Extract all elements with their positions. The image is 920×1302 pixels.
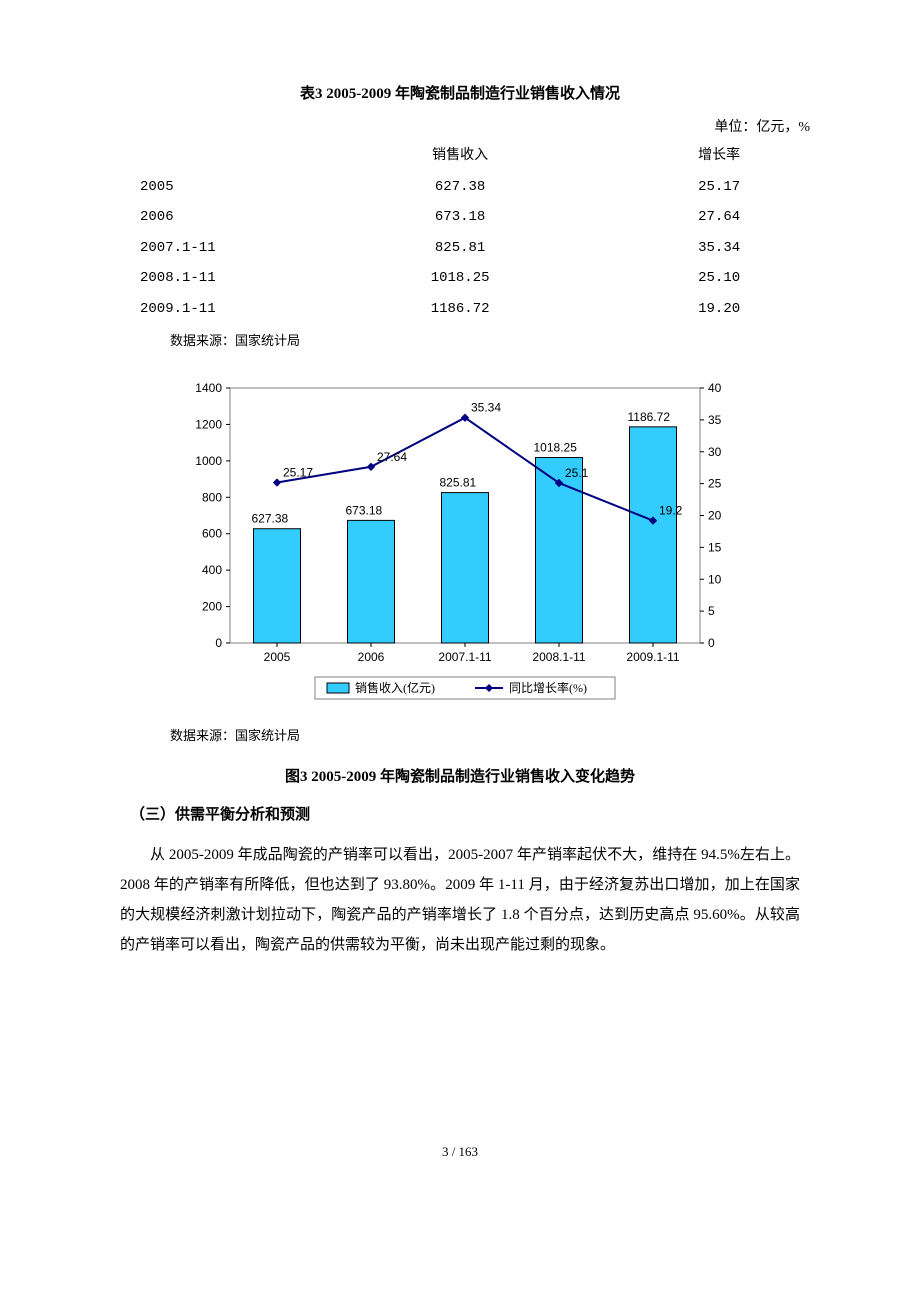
svg-text:627.38: 627.38 <box>252 512 289 526</box>
svg-text:1200: 1200 <box>195 418 222 432</box>
table-cell: 27.64 <box>608 202 830 233</box>
svg-text:35.34: 35.34 <box>471 401 501 415</box>
svg-text:5: 5 <box>708 604 715 618</box>
svg-text:30: 30 <box>708 445 722 459</box>
table-cell: 1186.72 <box>312 294 608 325</box>
chart-source: 数据来源：国家统计局 <box>170 724 830 749</box>
svg-text:2007.1-11: 2007.1-11 <box>438 650 491 664</box>
table-cell: 673.18 <box>312 202 608 233</box>
table-cell: 19.20 <box>608 294 830 325</box>
table-cell: 627.38 <box>312 172 608 203</box>
svg-text:19.2: 19.2 <box>659 504 683 518</box>
svg-text:1400: 1400 <box>195 381 222 395</box>
table-source: 数据来源：国家统计局 <box>170 329 830 354</box>
page-number: 3 / 163 <box>90 1140 830 1165</box>
svg-text:2005: 2005 <box>264 650 291 664</box>
svg-text:27.64: 27.64 <box>377 450 407 464</box>
svg-text:35: 35 <box>708 413 722 427</box>
section-heading: （三）供需平衡分析和预测 <box>130 801 830 830</box>
table-unit: 单位：亿元，% <box>90 115 830 142</box>
table-row: 2005627.3825.17 <box>90 172 830 203</box>
svg-text:同比增长率(%): 同比增长率(%) <box>509 680 587 695</box>
table-row: 2007.1-11825.8135.34 <box>90 233 830 264</box>
svg-text:25.1: 25.1 <box>565 466 589 480</box>
figure-title: 图3 2005-2009 年陶瓷制品制造行业销售收入变化趋势 <box>90 763 830 792</box>
table-cell: 35.34 <box>608 233 830 264</box>
svg-text:25.17: 25.17 <box>283 466 313 480</box>
table-cell: 25.10 <box>608 263 830 294</box>
table-cell: 2005 <box>90 172 312 203</box>
table-cell: 25.17 <box>608 172 830 203</box>
sales-table: 销售收入 增长率 2005627.3825.172006673.1827.642… <box>90 141 830 325</box>
svg-text:1000: 1000 <box>195 454 222 468</box>
table-cell: 2008.1-11 <box>90 263 312 294</box>
table-row: 2006673.1827.64 <box>90 202 830 233</box>
svg-text:2009.1-11: 2009.1-11 <box>626 650 679 664</box>
table-row: 2008.1-111018.2525.10 <box>90 263 830 294</box>
table-cell: 2009.1-11 <box>90 294 312 325</box>
table-cell: 1018.25 <box>312 263 608 294</box>
table-cell: 825.81 <box>312 233 608 264</box>
svg-text:825.81: 825.81 <box>440 476 477 490</box>
sales-chart: 0 200 400 600 800 1000 1200 1400 0 5 10 15 20 25 30 35 4… <box>180 373 740 714</box>
svg-text:2008.1-11: 2008.1-11 <box>532 650 585 664</box>
svg-text:销售收入(亿元): 销售收入(亿元) <box>355 680 435 695</box>
svg-text:673.18: 673.18 <box>346 504 383 518</box>
svg-text:1018.25: 1018.25 <box>534 441 578 455</box>
table-cell: 2006 <box>90 202 312 233</box>
svg-text:40: 40 <box>708 381 722 395</box>
svg-text:10: 10 <box>708 573 722 587</box>
svg-text:2006: 2006 <box>358 650 385 664</box>
svg-text:200: 200 <box>202 600 222 614</box>
col-growth: 增长率 <box>608 141 830 172</box>
table-row: 2009.1-111186.7219.20 <box>90 294 830 325</box>
svg-text:15: 15 <box>708 541 722 555</box>
svg-text:400: 400 <box>202 563 222 577</box>
svg-text:600: 600 <box>202 527 222 541</box>
svg-text:0: 0 <box>215 636 222 650</box>
svg-text:25: 25 <box>708 477 722 491</box>
body-paragraph: 从 2005-2009 年成品陶瓷的产销率可以看出，2005-2007 年产销率… <box>120 840 800 960</box>
col-period <box>90 141 312 172</box>
table-cell: 2007.1-11 <box>90 233 312 264</box>
svg-text:0: 0 <box>708 636 715 650</box>
svg-text:1186.72: 1186.72 <box>628 410 671 424</box>
svg-text:800: 800 <box>202 491 222 505</box>
table-title: 表3 2005-2009 年陶瓷制品制造行业销售收入情况 <box>90 80 830 109</box>
col-sales: 销售收入 <box>312 141 608 172</box>
svg-text:20: 20 <box>708 509 722 523</box>
